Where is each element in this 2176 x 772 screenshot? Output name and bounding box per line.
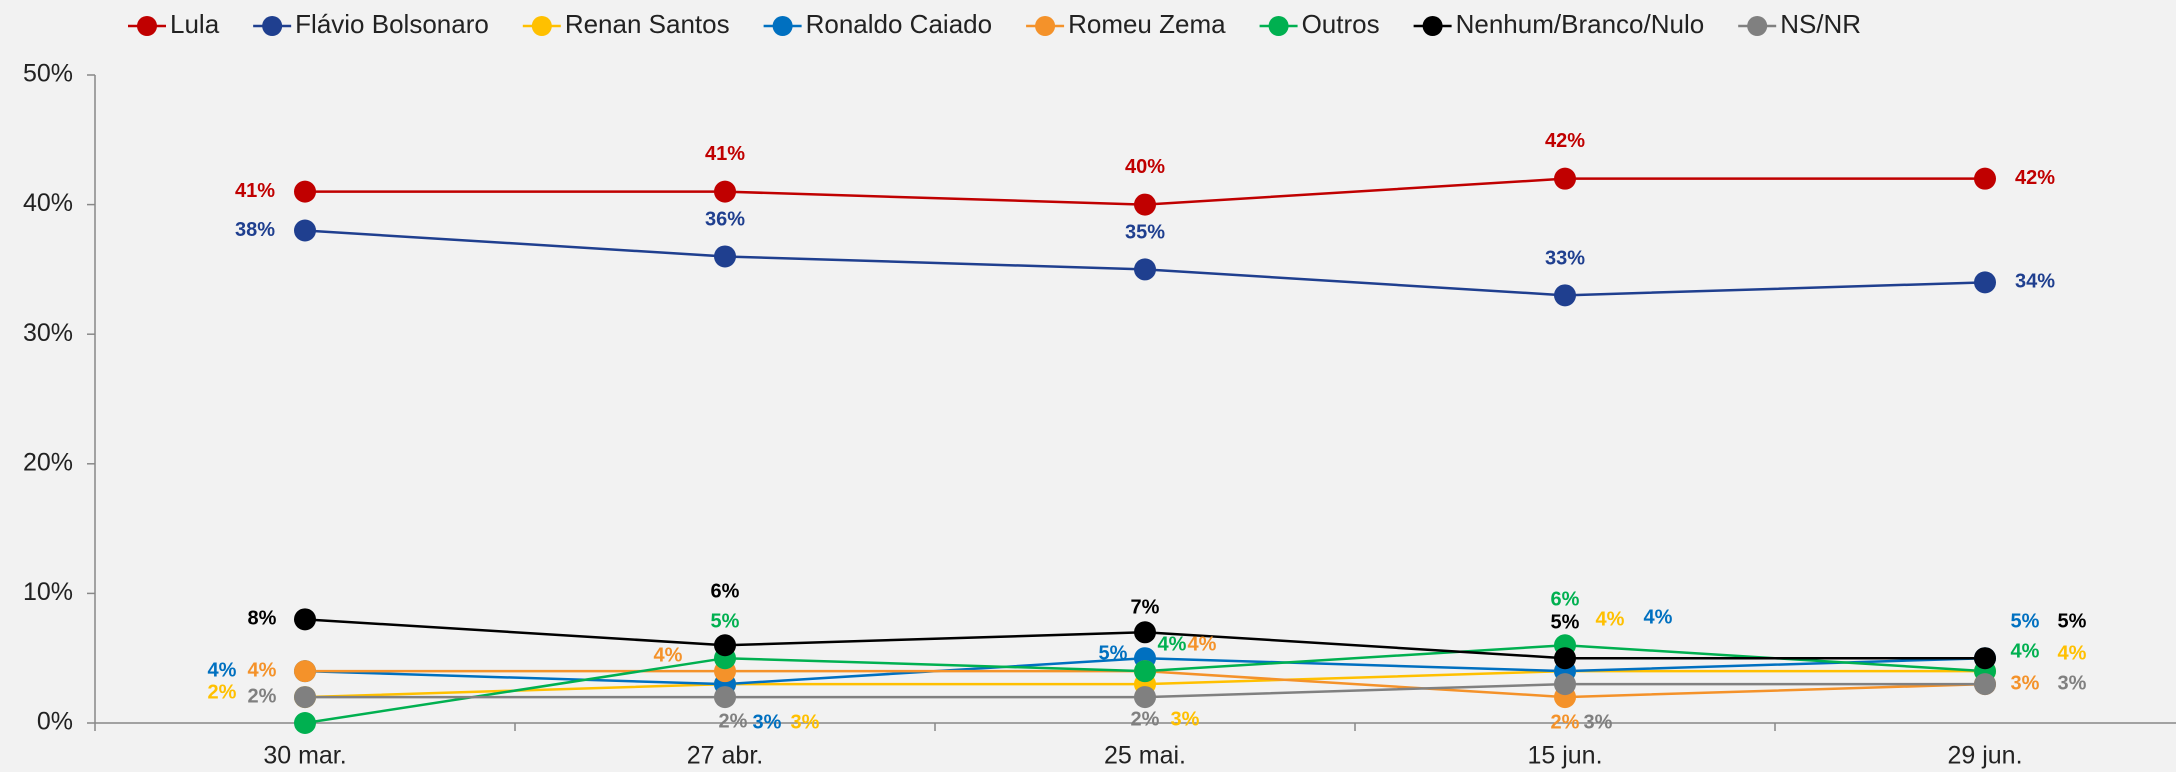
- y-tick-label: 0%: [37, 708, 73, 736]
- data-label: 4%: [1158, 633, 1187, 655]
- marker: [294, 219, 316, 242]
- marker: [294, 712, 316, 734]
- legend-label: Lula: [170, 9, 220, 39]
- marker: [1134, 621, 1156, 644]
- data-label: 5%: [2011, 610, 2040, 632]
- y-tick-label: 30%: [23, 319, 73, 347]
- y-tick-label: 20%: [23, 448, 73, 476]
- marker: [1134, 193, 1156, 216]
- y-tick-label: 50%: [23, 60, 73, 88]
- legend-marker: [772, 16, 793, 36]
- data-label: 5%: [1551, 611, 1580, 633]
- legend-item: Outros: [1259, 9, 1380, 39]
- data-label: 3%: [2058, 672, 2087, 694]
- legend-label: Outros: [1302, 9, 1380, 39]
- marker: [1974, 167, 1996, 190]
- data-label: 5%: [2058, 610, 2087, 632]
- data-label: 40%: [1125, 156, 1165, 178]
- marker: [1974, 271, 1996, 294]
- data-label: 2%: [1131, 708, 1160, 730]
- data-label: 6%: [711, 581, 740, 603]
- legend-item: Romeu Zema: [1026, 9, 1226, 39]
- data-label: 2%: [208, 681, 237, 703]
- data-label: 3%: [753, 711, 782, 733]
- data-label: 41%: [705, 143, 745, 165]
- legend-label: Nenhum/Branco/Nulo: [1456, 9, 1705, 39]
- x-tick-label: 30 mar.: [263, 742, 346, 770]
- marker: [1554, 647, 1576, 670]
- legend-marker: [1035, 16, 1056, 36]
- marker: [1134, 686, 1156, 709]
- data-label: 5%: [711, 610, 740, 632]
- legend-marker: [1268, 16, 1289, 36]
- legend-label: Flávio Bolsonaro: [295, 9, 489, 39]
- marker: [1134, 258, 1156, 281]
- data-label: 4%: [1188, 633, 1217, 655]
- legend-item: Nenhum/Branco/Nulo: [1413, 9, 1705, 39]
- legend-item: Ronaldo Caiado: [763, 9, 992, 39]
- data-label: 4%: [2011, 640, 2040, 662]
- data-label: 2%: [248, 685, 277, 707]
- data-label: 4%: [208, 659, 237, 681]
- data-label: 2%: [1551, 711, 1580, 733]
- legend-item: Renan Santos: [522, 9, 730, 39]
- legend-marker: [1747, 16, 1768, 36]
- marker: [1974, 673, 1996, 696]
- data-label: 3%: [791, 711, 820, 733]
- legend-item: Lula: [128, 9, 220, 39]
- data-label: 4%: [2058, 642, 2087, 664]
- data-label: 42%: [2015, 167, 2055, 189]
- marker: [1134, 660, 1156, 683]
- data-label: 4%: [248, 659, 277, 681]
- legend-item: NS/NR: [1738, 9, 1861, 39]
- legend-item: Flávio Bolsonaro: [253, 9, 489, 39]
- data-label: 3%: [1171, 708, 1200, 730]
- x-tick-label: 25 mai.: [1104, 742, 1186, 770]
- marker: [294, 686, 316, 709]
- data-label: 3%: [1584, 711, 1613, 733]
- legend-label: Ronaldo Caiado: [806, 9, 992, 39]
- marker: [1554, 284, 1576, 307]
- legend-marker: [1422, 16, 1443, 36]
- legend-label: Romeu Zema: [1068, 9, 1226, 39]
- legend-label: NS/NR: [1780, 9, 1861, 39]
- data-label: 8%: [248, 608, 277, 630]
- data-label: 4%: [654, 644, 683, 666]
- data-label: 42%: [1545, 130, 1585, 152]
- y-tick-label: 10%: [23, 578, 73, 606]
- x-tick-label: 29 jun.: [1947, 742, 2022, 770]
- legend-marker: [137, 16, 157, 36]
- data-label: 35%: [1125, 222, 1165, 244]
- data-label: 6%: [1551, 589, 1580, 611]
- marker: [1554, 673, 1576, 696]
- x-tick-label: 27 abr.: [687, 742, 763, 770]
- marker: [294, 180, 316, 203]
- legend-label: Renan Santos: [565, 9, 730, 39]
- data-label: 2%: [719, 710, 748, 732]
- data-label: 5%: [1099, 642, 1128, 664]
- marker: [714, 686, 736, 709]
- data-label: 4%: [1644, 606, 1673, 628]
- marker: [294, 660, 316, 683]
- x-tick-label: 15 jun.: [1527, 742, 1602, 770]
- data-label: 41%: [235, 180, 275, 202]
- marker: [294, 608, 316, 631]
- legend-marker: [531, 16, 552, 36]
- marker: [1554, 167, 1576, 190]
- data-label: 34%: [2015, 271, 2055, 293]
- data-label: 38%: [235, 219, 275, 241]
- y-tick-label: 40%: [23, 189, 73, 217]
- data-label: 7%: [1131, 597, 1160, 619]
- data-label: 33%: [1545, 248, 1585, 270]
- data-label: 3%: [2011, 672, 2040, 694]
- legend-marker: [262, 16, 283, 36]
- marker: [714, 634, 736, 657]
- marker: [714, 245, 736, 268]
- data-label: 4%: [1596, 608, 1625, 630]
- data-label: 36%: [705, 209, 745, 231]
- marker: [1974, 647, 1996, 670]
- marker: [714, 180, 736, 203]
